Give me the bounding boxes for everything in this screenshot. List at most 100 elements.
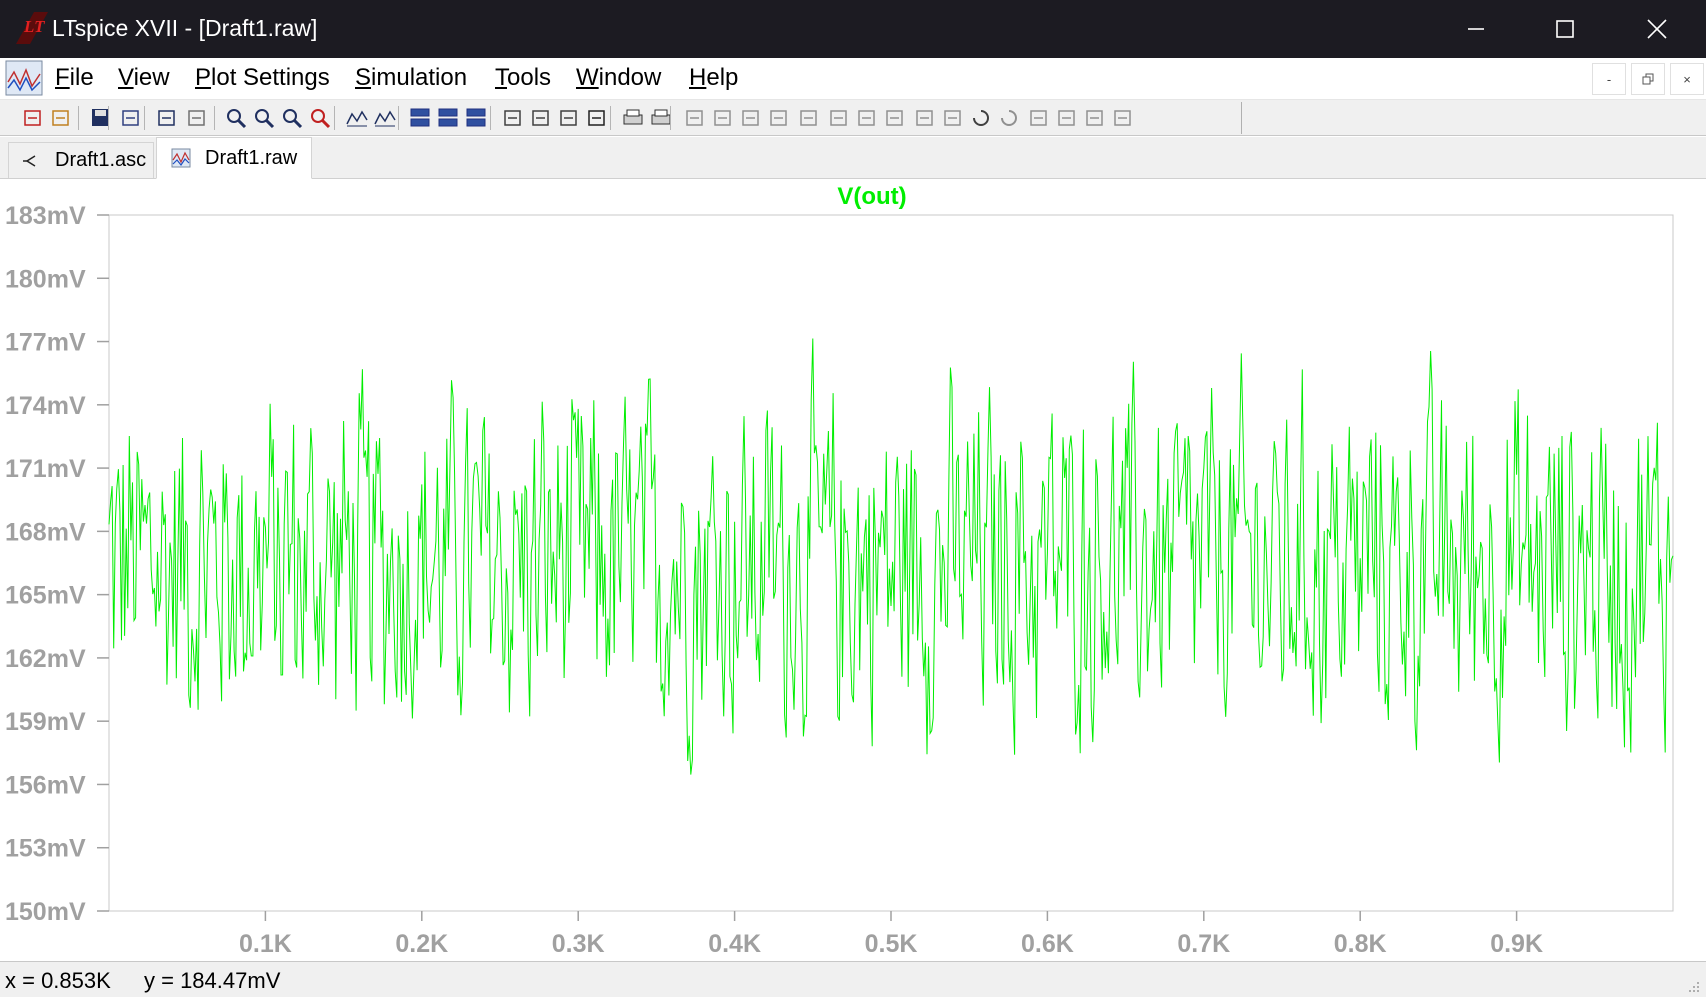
tile-horizontal-icon[interactable] (408, 106, 434, 130)
child-minimize-button[interactable]: - (1592, 63, 1626, 95)
ltspice-logo-icon: LT (16, 12, 48, 44)
tile-vertical-icon[interactable] (464, 106, 490, 130)
x-tick-label: 0.1K (239, 930, 292, 958)
toolbar-separator (144, 106, 145, 130)
find-icon[interactable] (584, 106, 610, 130)
y-tick-label: 180mV (5, 265, 86, 293)
status-bar: x = 0.853K y = 184.47mV (0, 961, 1706, 997)
waveform-plot-pane[interactable]: V(out) 183mV 180mV 177mV 174mV 171mV 168mV 165m… (0, 180, 1706, 961)
menu-help[interactable]: Help (689, 64, 739, 91)
y-tick-label: 171mV (5, 455, 86, 483)
y-tick-label: 177mV (5, 329, 86, 357)
menu-simulation[interactable]: Simulation (355, 64, 468, 91)
text-icon[interactable] (1082, 106, 1108, 130)
resistor-icon[interactable] (766, 106, 792, 130)
tab-draft1-asc[interactable]: Draft1.asc (8, 142, 154, 178)
x-tick-label: 0.4K (708, 930, 761, 958)
y-tick-label: 183mV (5, 202, 86, 230)
cascade-icon[interactable] (436, 106, 462, 130)
y-tick-label: 162mV (5, 645, 86, 673)
cursor-x-readout: x = 0.853K (5, 968, 111, 993)
toolbar-separator (490, 106, 491, 130)
halt-icon[interactable] (184, 106, 210, 130)
move-icon[interactable] (912, 106, 938, 130)
window-title: LTspice XVII - [Draft1.raw] (52, 15, 318, 41)
inductor-icon[interactable] (826, 106, 852, 130)
toolbar-separator (670, 106, 671, 130)
spice-directive-icon[interactable] (1110, 106, 1136, 130)
zoom-full-icon[interactable] (252, 106, 278, 130)
schematic-icon (23, 154, 36, 167)
y-tick-label: 156mV (5, 771, 86, 799)
y-tick-label: 174mV (5, 392, 86, 420)
cut-icon[interactable] (500, 106, 526, 130)
toolbar-separator (398, 106, 399, 130)
x-tick-label: 0.2K (395, 930, 448, 958)
window-maximize-button[interactable] (1527, 0, 1602, 58)
menu-file[interactable]: File (55, 64, 94, 91)
toolbar-separator (214, 106, 215, 130)
copy-icon[interactable] (528, 106, 554, 130)
drag-icon[interactable] (940, 106, 966, 130)
redo-icon[interactable] (996, 106, 1022, 130)
waveform-icon (171, 148, 191, 168)
menu-view[interactable]: View (118, 64, 170, 91)
child-close-button[interactable]: × (1670, 63, 1704, 95)
x-tick-label: 0.6K (1021, 930, 1074, 958)
toolbar-separator (610, 106, 611, 130)
cursor-y-readout: y = 184.47mV (144, 968, 281, 993)
capacitor-icon[interactable] (796, 106, 822, 130)
waveform-plot[interactable]: V(out) 183mV 180mV 177mV 174mV 171mV 168mV 165m… (0, 180, 1706, 961)
window-close-button[interactable] (1619, 0, 1694, 58)
open-icon[interactable] (48, 106, 74, 130)
y-tick-label: 159mV (5, 708, 86, 736)
component-icon[interactable] (882, 106, 908, 130)
x-tick-label: 0.7K (1177, 930, 1230, 958)
trace-label-vout: V(out) (837, 183, 906, 210)
child-restore-button[interactable] (1631, 63, 1665, 95)
diode-icon[interactable] (854, 106, 880, 130)
minimize-icon (1467, 28, 1484, 30)
tab-bar: Draft1.asc Draft1.raw (0, 137, 1706, 179)
vout-trace (108, 338, 1674, 775)
print-icon[interactable] (620, 106, 646, 130)
menu-tools[interactable]: Tools (495, 64, 552, 91)
waveform-window-icon (5, 60, 43, 96)
menu-bar: File View Plot Settings Simulation Tools… (0, 58, 1706, 100)
zoom-in-icon[interactable] (224, 106, 250, 130)
y-tick-label: 150mV (5, 898, 86, 926)
toolbar-separator (334, 106, 335, 130)
close-icon (1646, 19, 1667, 39)
plot-frame (108, 214, 1674, 912)
svg-text:LT: LT (23, 17, 45, 36)
run-icon[interactable] (154, 106, 180, 130)
autorange-icon[interactable] (344, 106, 370, 130)
undo-icon[interactable] (968, 106, 994, 130)
x-tick-label: 0.5K (865, 930, 918, 958)
x-tick-label: 0.8K (1334, 930, 1387, 958)
y-tick-label: 165mV (5, 582, 86, 610)
zoom-cancel-icon[interactable] (308, 106, 334, 130)
ground-icon[interactable] (710, 106, 736, 130)
rotate-icon[interactable] (1026, 106, 1052, 130)
title-bar: LT LTspice XVII - [Draft1.raw] (0, 0, 1706, 58)
zoom-out-icon[interactable] (280, 106, 306, 130)
new-schematic-icon[interactable] (20, 106, 46, 130)
y-tick-label: 168mV (5, 518, 86, 546)
window-minimize-button[interactable] (1438, 0, 1513, 58)
menu-window[interactable]: Window (576, 64, 662, 91)
tab-draft1-raw[interactable]: Draft1.raw (156, 137, 312, 179)
fit-icon[interactable] (372, 106, 398, 130)
paste-icon[interactable] (556, 106, 582, 130)
toolbar-separator (78, 106, 79, 130)
wire-icon[interactable] (682, 106, 708, 130)
resize-grip-icon[interactable] (1686, 979, 1700, 993)
control-panel-icon[interactable] (118, 106, 144, 130)
menu-plot-settings[interactable]: Plot Settings (195, 64, 330, 91)
mirror-icon[interactable] (1054, 106, 1080, 130)
restore-icon (1642, 73, 1654, 85)
label-icon[interactable] (738, 106, 764, 130)
toolbar-separator (108, 106, 109, 130)
toolbar (0, 100, 1706, 136)
save-icon[interactable] (88, 106, 114, 130)
